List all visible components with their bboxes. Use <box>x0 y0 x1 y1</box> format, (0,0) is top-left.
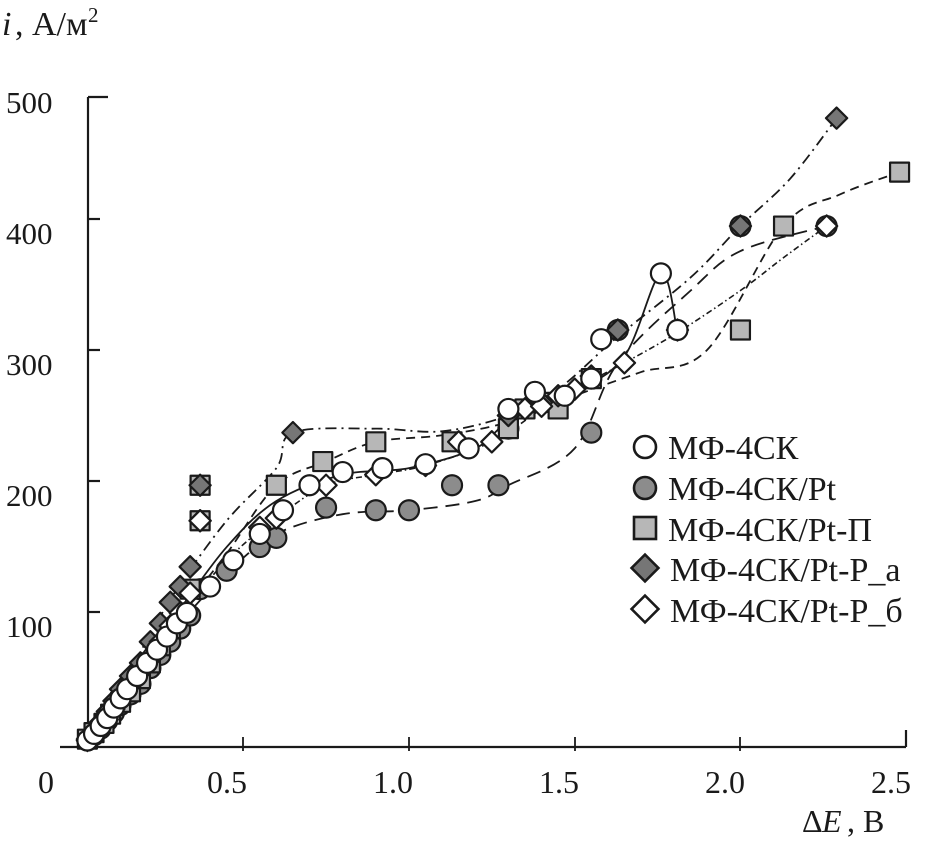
svg-text:300: 300 <box>6 347 53 382</box>
svg-text:МФ-4СК/Pt-П: МФ-4СК/Pt-П <box>668 512 872 549</box>
svg-text:400: 400 <box>6 216 53 251</box>
svg-text:МФ-4СК/Pt-Р_а: МФ-4СК/Pt-Р_а <box>670 552 900 589</box>
svg-text:2.0: 2.0 <box>705 764 745 800</box>
svg-text:, А/м: , А/м <box>15 6 88 43</box>
svg-text:0.5: 0.5 <box>207 764 247 800</box>
svg-text:i: i <box>2 6 11 43</box>
svg-text:, В: , В <box>847 803 884 839</box>
svg-text:0: 0 <box>38 764 54 800</box>
svg-text:1.0: 1.0 <box>373 764 413 800</box>
svg-text:100: 100 <box>6 609 53 644</box>
svg-text:МФ-4СК: МФ-4СК <box>668 430 799 467</box>
svg-text:1.5: 1.5 <box>539 764 579 800</box>
svg-text:E: E <box>821 803 842 839</box>
svg-text:Δ: Δ <box>802 803 823 839</box>
svg-text:2: 2 <box>88 3 99 27</box>
svg-text:2.5: 2.5 <box>871 764 911 800</box>
svg-text:200: 200 <box>6 478 53 513</box>
svg-text:МФ-4СК/Pt: МФ-4СК/Pt <box>668 471 837 508</box>
svg-text:МФ-4СК/Pt-Р_б: МФ-4СК/Pt-Р_б <box>670 593 903 630</box>
svg-text:500: 500 <box>6 85 53 120</box>
